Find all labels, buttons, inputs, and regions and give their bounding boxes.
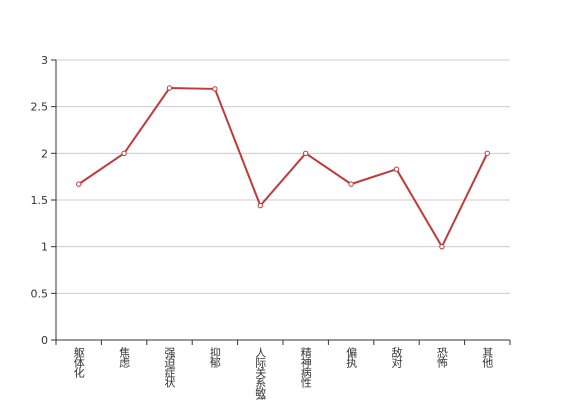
x-tick-label: 其他 [481, 347, 494, 368]
x-tick-label: 敌对 [390, 346, 403, 368]
y-tick-label: 1.5 [31, 194, 49, 207]
y-tick-label: 1 [41, 241, 48, 254]
point [76, 181, 82, 187]
point [303, 150, 309, 157]
point [257, 202, 263, 209]
series-line [78, 86, 489, 249]
point [393, 166, 400, 172]
y-tick-label: 2 [41, 147, 48, 160]
y-tick-label: 3 [41, 54, 48, 67]
x-tick-label: 精神病性 [299, 347, 312, 389]
point [439, 243, 445, 250]
x-tick-label: 恐怖 [435, 347, 448, 368]
point [166, 85, 173, 91]
point [212, 86, 218, 92]
x-tick-label: 强迫症状 [163, 347, 176, 388]
point [348, 181, 354, 187]
point [484, 150, 490, 157]
x-tick-label: 抑郁 [208, 346, 221, 368]
y-tick-label: 0.5 [31, 287, 49, 300]
x-tick-label: 焦虑 [118, 347, 131, 368]
y-tick-label: 0 [41, 334, 48, 347]
x-tick-label: 人际关系敏感 [254, 347, 267, 400]
x-tick-label: 躯体化 [72, 347, 85, 379]
point [121, 150, 127, 157]
y-tick-label: 2.5 [31, 101, 49, 114]
x-tick-label: 偏执 [345, 346, 358, 369]
